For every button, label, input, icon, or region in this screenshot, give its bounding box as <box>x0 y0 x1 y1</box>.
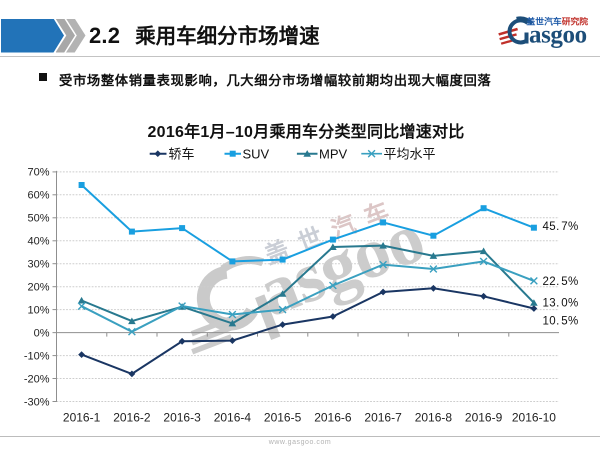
svg-text:2016-4: 2016-4 <box>214 411 252 425</box>
svg-text:2016-3: 2016-3 <box>163 411 201 425</box>
svg-text:SUV: SUV <box>243 147 270 162</box>
svg-text:轿车: 轿车 <box>169 147 195 162</box>
svg-text:2016-9: 2016-9 <box>465 411 503 425</box>
svg-text:13.0%: 13. 0% <box>543 298 579 310</box>
svg-text:2016-5: 2016-5 <box>264 411 302 425</box>
svg-text:70%: 70% <box>27 167 49 179</box>
svg-text:2016-7: 2016-7 <box>364 411 402 425</box>
svg-text:asgoo: asgoo <box>529 22 587 49</box>
svg-text:45.7%: 45. 7% <box>543 221 579 233</box>
svg-text:60%: 60% <box>27 190 49 202</box>
svg-text:2016-8: 2016-8 <box>415 411 453 425</box>
svg-text:10.5%: 10. 5% <box>543 316 579 328</box>
svg-text:40%: 40% <box>27 236 49 248</box>
svg-text:30%: 30% <box>27 259 49 271</box>
svg-text:盖世汽车研究院: 盖世汽车研究院 <box>527 16 589 27</box>
svg-text:50%: 50% <box>27 213 49 225</box>
svg-text:2016-2: 2016-2 <box>113 411 151 425</box>
svg-text:-30%: -30% <box>24 396 50 408</box>
svg-text:20%: 20% <box>27 282 49 294</box>
svg-text:2016-1: 2016-1 <box>63 411 101 425</box>
svg-text:平均水平: 平均水平 <box>384 147 436 162</box>
svg-text:-10%: -10% <box>24 350 50 362</box>
svg-text:10%: 10% <box>27 304 49 316</box>
svg-text:2016-6: 2016-6 <box>314 411 352 425</box>
svg-text:2016年1月–10月乘用车分类型同比增速对比: 2016年1月–10月乘用车分类型同比增速对比 <box>148 122 465 141</box>
svg-text:22.5%: 22. 5% <box>543 276 579 288</box>
svg-text:MPV: MPV <box>319 147 348 162</box>
svg-text:0%: 0% <box>34 327 50 339</box>
svg-text:-20%: -20% <box>24 373 50 385</box>
svg-text:2016-10: 2016-10 <box>512 411 556 425</box>
